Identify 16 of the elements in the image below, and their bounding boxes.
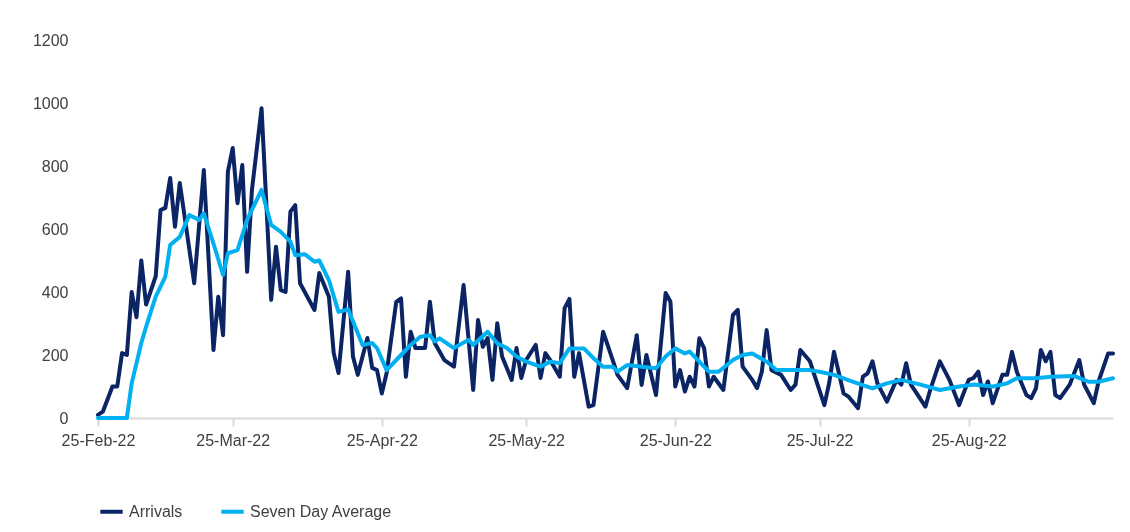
- x-tick-label: 25-Apr-22: [346, 431, 418, 449]
- y-tick-label: 200: [41, 346, 69, 364]
- x-tick-label: 25-Mar-22: [196, 431, 271, 449]
- y-tick-label: 800: [41, 157, 69, 175]
- legend-label: Seven Day Average: [250, 502, 392, 520]
- y-tick-label: 600: [41, 220, 69, 238]
- x-tick-label: 25-May-22: [488, 431, 565, 449]
- y-tick-label: 1000: [32, 94, 69, 112]
- y-tick-label: 0: [59, 409, 69, 427]
- x-tick-label: 25-Jun-22: [639, 431, 712, 449]
- x-tick-label: 25-Feb-22: [61, 431, 136, 449]
- x-tick-label: 25-Aug-22: [931, 431, 1007, 449]
- y-tick-label: 400: [41, 283, 69, 301]
- legend-label: Arrivals: [129, 502, 183, 520]
- y-tick-label: 1200: [32, 31, 69, 49]
- x-tick-label: 25-Jul-22: [786, 431, 854, 449]
